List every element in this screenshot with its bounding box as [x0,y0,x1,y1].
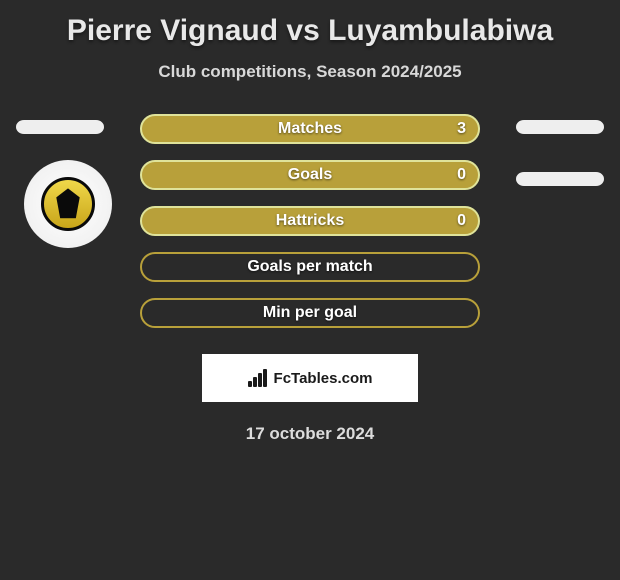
infographic-root: Pierre Vignaud vs Luyambulabiwa Club com… [0,0,620,580]
player-right-placeholder-pill-1 [516,120,604,134]
stat-row-min-per-goal: Min per goal [140,298,480,328]
stat-hattricks-label: Hattricks [276,212,344,230]
stat-gpm-label: Goals per match [247,258,372,276]
page-title: Pierre Vignaud vs Luyambulabiwa [67,14,553,48]
stat-hattricks-right: 0 [457,212,466,230]
stat-goals-right: 0 [457,166,466,184]
subtitle: Club competitions, Season 2024/2025 [158,62,461,82]
stat-row-goals-per-match: Goals per match [140,252,480,282]
player-right-placeholder-pill-2 [516,172,604,186]
stats-section: Matches 3 Goals 0 Hattricks 0 Goals per … [0,114,620,344]
bar-chart-icon [248,369,268,387]
attribution-text: FcTables.com [274,370,373,387]
club-badge-left-emblem-icon [41,177,95,231]
stat-row-goals: Goals 0 [140,160,480,190]
stat-rows: Matches 3 Goals 0 Hattricks 0 Goals per … [140,114,480,328]
stat-row-matches: Matches 3 [140,114,480,144]
stat-mpg-label: Min per goal [263,304,357,322]
stat-goals-label: Goals [288,166,332,184]
date-label: 17 october 2024 [246,424,375,444]
club-badge-left [24,160,112,248]
attribution-logo[interactable]: FcTables.com [202,354,418,402]
player-left-placeholder-pill [16,120,104,134]
stat-matches-right: 3 [457,120,466,138]
stat-row-hattricks: Hattricks 0 [140,206,480,236]
stat-matches-label: Matches [278,120,342,138]
